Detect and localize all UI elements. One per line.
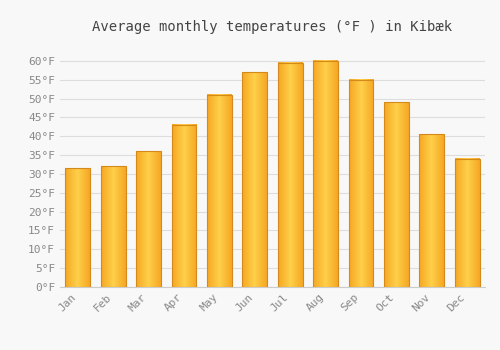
Bar <box>455 159 479 287</box>
Bar <box>420 134 444 287</box>
Bar <box>136 151 161 287</box>
Bar <box>100 166 126 287</box>
Bar <box>313 61 338 287</box>
Title: Average monthly temperatures (°F ) in Kibæk: Average monthly temperatures (°F ) in Ki… <box>92 20 452 34</box>
Bar <box>384 102 409 287</box>
Bar <box>348 80 374 287</box>
Bar <box>242 72 267 287</box>
Bar <box>207 95 232 287</box>
Bar <box>172 125 196 287</box>
Bar <box>278 63 302 287</box>
Bar <box>66 168 90 287</box>
